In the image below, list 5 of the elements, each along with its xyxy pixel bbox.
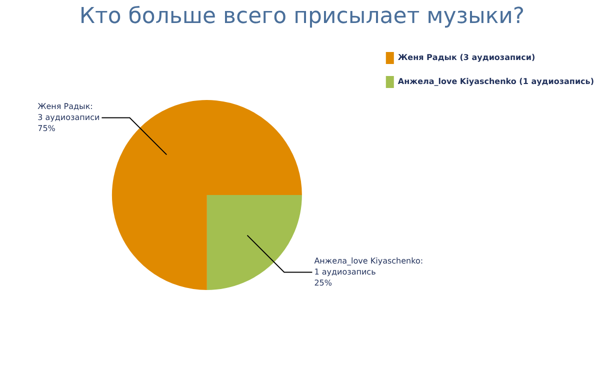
legend-label: Женя Радык (3 аудиозаписи) <box>398 53 536 62</box>
text: Женя Радык: 3 аудиозаписи 75% <box>38 102 100 133</box>
text: Анжела_love Kiyaschenko: 1 аудиозапись 25% <box>314 256 424 288</box>
legend-label: Анжела_love Kiyaschenko (1 аудиозапись) <box>398 77 594 86</box>
chart-title: Кто больше всего присылает музыки? <box>78 3 526 31</box>
